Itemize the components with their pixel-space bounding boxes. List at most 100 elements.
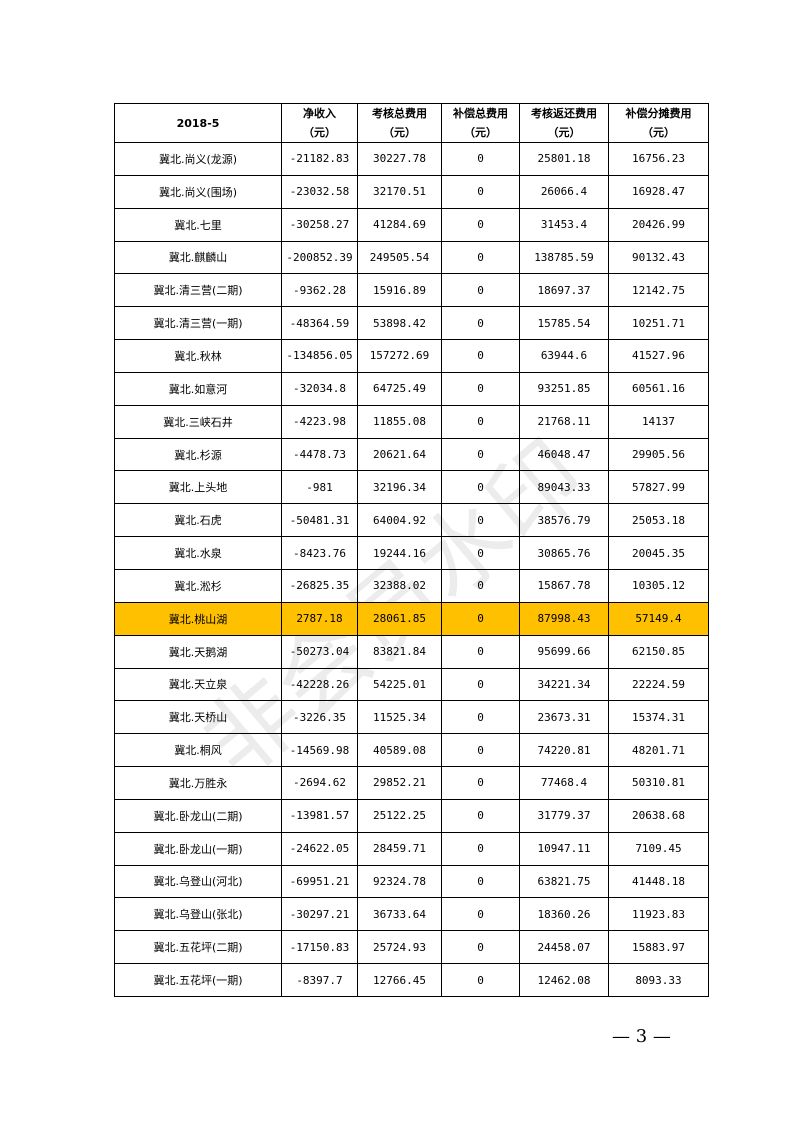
value-cell: 11855.08 [357,404,442,439]
table-row: 冀北.如意河 -32034.8 64725.49 0 93251.85 60561.16 [114,371,709,406]
value-cell: 0 [441,306,520,341]
value-cell: 53898.42 [357,306,442,341]
station-name-cell: 冀北.清三营(二期) [114,273,282,308]
value-cell: -17150.83 [281,930,358,965]
value-cell: 25724.93 [357,930,442,965]
column-header: 考核总费用 （元） [357,103,442,143]
value-cell: 22224.59 [608,667,709,702]
value-cell: 38576.79 [519,503,609,538]
table-row: 冀北.乌登山(河北) -69951.21 92324.78 0 63821.75 4144… [114,864,709,899]
station-name-cell: 冀北.石虎 [114,503,282,538]
value-cell: 57827.99 [608,470,709,505]
value-cell: 31453.4 [519,207,609,242]
value-cell: 0 [441,634,520,669]
station-name-cell: 冀北.尚义(围场) [114,174,282,209]
page-number: — 3 — [612,1026,671,1047]
column-header: 净收入 （元） [281,103,358,143]
value-cell: 138785.59 [519,240,609,275]
station-name-cell: 冀北.乌登山(张北) [114,897,282,932]
column-header-unit: （元） [303,126,336,139]
value-cell: 31779.37 [519,798,609,833]
value-cell: 10947.11 [519,831,609,866]
value-cell: 40589.08 [357,733,442,768]
value-cell: -23032.58 [281,174,358,209]
value-cell: 0 [441,174,520,209]
value-cell: 0 [441,568,520,603]
value-cell: -4478.73 [281,437,358,472]
value-cell: -24622.05 [281,831,358,866]
value-cell: -21182.83 [281,142,358,176]
table-row: 冀北.石虎 -50481.31 64004.92 0 38576.79 25053.18 [114,503,709,538]
value-cell: 15867.78 [519,568,609,603]
value-cell: 26066.4 [519,174,609,209]
station-name-cell: 冀北.七里 [114,207,282,242]
value-cell: 0 [441,207,520,242]
data-table: 2018-5 净收入 （元） 考核总费用 （元） 补偿总费用 （元） 考核返还费用 （元） 补偿分… [114,103,709,997]
column-header: 补偿分摊费用 （元） [608,103,709,143]
value-cell: 0 [441,930,520,965]
station-name-cell: 冀北.桃山湖 [114,601,282,636]
table-row: 冀北.桐风 -14569.98 40589.08 0 74220.81 48201.71 [114,733,709,768]
table-row: 冀北.麒麟山 -200852.39 249505.54 0 138785.59 90132… [114,240,709,275]
column-header-unit: （元） [642,126,675,139]
value-cell: 36733.64 [357,897,442,932]
column-header-unit: （元） [464,126,497,139]
value-cell: 12142.75 [608,273,709,308]
value-cell: 20045.35 [608,536,709,570]
table-row: 冀北.卧龙山(一期) -24622.05 28459.71 0 10947.11 7109… [114,831,709,866]
value-cell: 41284.69 [357,207,442,242]
column-header: 考核返还费用 （元） [519,103,609,143]
value-cell: 62150.85 [608,634,709,669]
value-cell: 7109.45 [608,831,709,866]
table-row: 冀北.尚义(围场) -23032.58 32170.51 0 26066.4 16928.… [114,174,709,209]
value-cell: 0 [441,273,520,308]
table-row: 冀北.乌登山(张北) -30297.21 36733.64 0 18360.26 1192… [114,897,709,932]
station-name-cell: 冀北.淞杉 [114,568,282,603]
column-header-unit: （元） [383,126,416,139]
value-cell: 25801.18 [519,142,609,176]
column-header-title: 考核总费用 [372,107,427,120]
value-cell: 32388.02 [357,568,442,603]
value-cell: 30227.78 [357,142,442,176]
value-cell: 249505.54 [357,240,442,275]
column-header-title: 考核返还费用 [531,107,597,120]
table-row: 冀北.五花坪(二期) -17150.83 25724.93 0 24458.07 1588… [114,930,709,965]
value-cell: 0 [441,142,520,176]
value-cell: -2694.62 [281,766,358,800]
value-cell: 90132.43 [608,240,709,275]
value-cell: -8397.7 [281,963,358,997]
value-cell: 41448.18 [608,864,709,899]
value-cell: 10251.71 [608,306,709,341]
value-cell: 18360.26 [519,897,609,932]
table-row: 冀北.卧龙山(二期) -13981.57 25122.25 0 31779.37 2063… [114,798,709,833]
table-row: 冀北.清三营(二期) -9362.28 15916.89 0 18697.37 12142… [114,273,709,308]
value-cell: 16928.47 [608,174,709,209]
value-cell: 87998.43 [519,601,609,636]
table-row: 冀北.秋林 -134856.05 157272.69 0 63944.6 41527.96 [114,339,709,373]
value-cell: 0 [441,667,520,702]
column-header-title: 2018-5 [176,116,220,130]
value-cell: -50273.04 [281,634,358,669]
value-cell: 0 [441,371,520,406]
table-row: 冀北.清三营(一期) -48364.59 53898.42 0 15785.54 1025… [114,306,709,341]
value-cell: 54225.01 [357,667,442,702]
value-cell: 157272.69 [357,339,442,373]
value-cell: 0 [441,864,520,899]
value-cell: 60561.16 [608,371,709,406]
value-cell: 0 [441,733,520,768]
value-cell: -8423.76 [281,536,358,570]
station-name-cell: 冀北.秋林 [114,339,282,373]
value-cell: -42228.26 [281,667,358,702]
value-cell: 23673.31 [519,700,609,735]
value-cell: 95699.66 [519,634,609,669]
value-cell: -30297.21 [281,897,358,932]
value-cell: 64725.49 [357,371,442,406]
value-cell: 11923.83 [608,897,709,932]
value-cell: 28061.85 [357,601,442,636]
table-row: 冀北.杉源 -4478.73 20621.64 0 46048.47 29905.56 [114,437,709,472]
column-header-title: 净收入 [303,107,336,120]
value-cell: 11525.34 [357,700,442,735]
value-cell: -9362.28 [281,273,358,308]
value-cell: 32170.51 [357,174,442,209]
table-row: 冀北.天鹅湖 -50273.04 83821.84 0 95699.66 62150.85 [114,634,709,669]
